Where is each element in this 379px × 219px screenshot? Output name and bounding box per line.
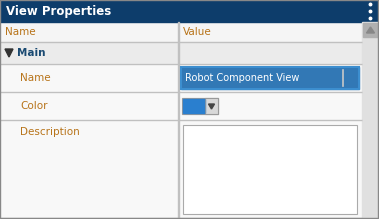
- Bar: [205, 98, 218, 114]
- Bar: [205, 98, 218, 114]
- Bar: [0, 22, 362, 42]
- Text: Name: Name: [5, 27, 36, 37]
- Bar: [182, 98, 218, 114]
- Bar: [178, 120, 179, 219]
- Text: Description: Description: [20, 127, 80, 137]
- Polygon shape: [208, 104, 215, 109]
- Polygon shape: [5, 49, 13, 57]
- Bar: [178, 42, 179, 64]
- Bar: [0, 218, 362, 219]
- Bar: [0, 41, 362, 42]
- Bar: [0, 92, 362, 120]
- Polygon shape: [366, 27, 374, 33]
- Bar: [183, 99, 205, 113]
- Bar: [183, 125, 357, 214]
- Bar: [183, 125, 357, 214]
- Text: Value: Value: [183, 27, 212, 37]
- Bar: [181, 67, 359, 89]
- Bar: [0, 0, 379, 22]
- Bar: [0, 120, 362, 219]
- Bar: [178, 22, 179, 42]
- Bar: [0, 64, 362, 92]
- Bar: [0, 42, 362, 64]
- Bar: [178, 92, 179, 120]
- Bar: [181, 67, 359, 89]
- Bar: [178, 64, 179, 92]
- Text: View Properties: View Properties: [6, 5, 111, 18]
- Bar: [363, 23, 378, 37]
- Text: Main: Main: [17, 48, 45, 58]
- Bar: [362, 22, 379, 219]
- Text: Robot Component View: Robot Component View: [185, 73, 299, 83]
- Text: Name: Name: [20, 73, 51, 83]
- Text: Color: Color: [20, 101, 47, 111]
- Bar: [182, 98, 218, 114]
